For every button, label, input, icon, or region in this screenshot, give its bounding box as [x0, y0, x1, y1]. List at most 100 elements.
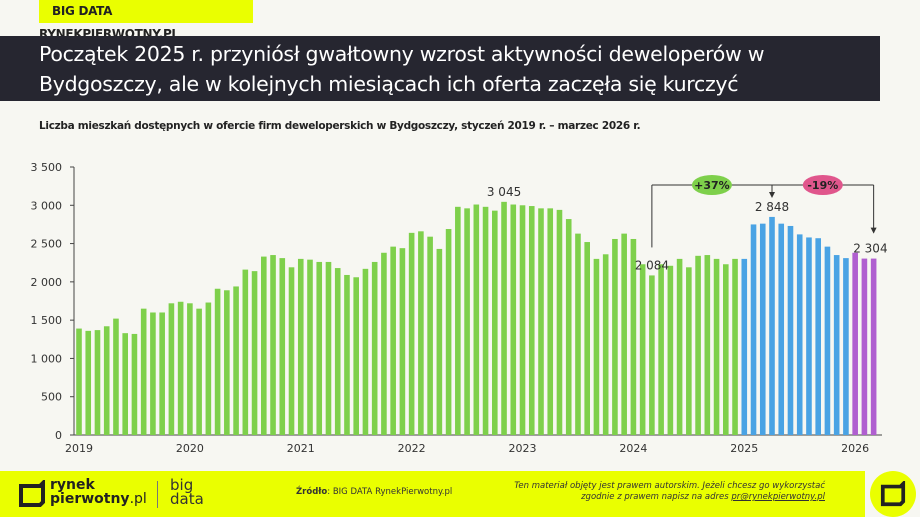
- bar: [593, 258, 600, 435]
- bar: [630, 238, 637, 435]
- bar: [778, 223, 785, 435]
- bar: [510, 204, 517, 435]
- bar: [251, 271, 258, 435]
- arrow-head-icon: [769, 192, 775, 198]
- y-tick-label: 3 500: [31, 161, 63, 174]
- rynekpierwotny-logo-icon: [19, 480, 45, 507]
- bar: [205, 302, 212, 435]
- bar: [325, 261, 332, 435]
- bar: [418, 231, 424, 435]
- bar: [528, 206, 535, 435]
- bar: [621, 233, 627, 435]
- bar: [833, 255, 840, 435]
- logo-badge: [870, 471, 916, 517]
- bar: [870, 258, 877, 435]
- bar: [381, 252, 387, 435]
- bar: [131, 333, 138, 435]
- brand-logo-text: rynek pierwotny.pl: [50, 477, 147, 507]
- x-tick-label: 2024: [619, 442, 647, 455]
- y-tick-label: 3 000: [31, 199, 63, 212]
- bar: [741, 258, 748, 435]
- bar: [297, 258, 304, 435]
- footer: rynek pierwotny.pl big data Źródło: BIG DA…: [0, 471, 865, 517]
- bar: [353, 277, 359, 435]
- bar: [261, 256, 267, 435]
- bar: [492, 210, 498, 435]
- bar: [750, 224, 757, 435]
- copyright-text: Ten materiał objęty jest prawem autorski…: [514, 481, 825, 502]
- bar: [612, 238, 618, 435]
- bigdata-logo-text: big data: [170, 476, 204, 508]
- x-tick-label: 2019: [65, 442, 93, 455]
- chart-title: Liczba mieszkań dostępnych w ofercie fir…: [39, 120, 641, 132]
- bar: [815, 238, 821, 435]
- y-tick-label: 500: [41, 391, 62, 404]
- bar: [667, 265, 674, 435]
- bar: [168, 303, 175, 435]
- bar: [602, 254, 609, 435]
- bar: [307, 259, 313, 435]
- bar: [658, 264, 664, 435]
- bar: [196, 308, 202, 435]
- bar: [371, 261, 378, 435]
- bar: [769, 216, 775, 435]
- bar: [177, 301, 184, 435]
- bar: [482, 206, 489, 435]
- bar: [676, 258, 683, 435]
- bar: [316, 261, 323, 435]
- change-badge-label: +37%: [694, 179, 730, 192]
- bar: [464, 208, 470, 435]
- source-text: Źródło: BIG DATA RynekPierwotny.pl: [296, 487, 453, 497]
- data-label: 2 304: [853, 242, 887, 256]
- bar: [122, 333, 128, 435]
- bar: [362, 268, 369, 435]
- bar: [824, 246, 831, 435]
- bar: [399, 248, 406, 435]
- bar: [445, 229, 452, 435]
- bar: [759, 223, 766, 435]
- data-label: 2 084: [635, 258, 669, 272]
- change-badge: [802, 175, 843, 195]
- bar: [843, 258, 849, 435]
- bar: [695, 255, 701, 435]
- bar: [76, 328, 82, 435]
- logo-icon: [880, 481, 906, 507]
- bar: [713, 258, 720, 435]
- bar: [501, 201, 507, 435]
- divider: [157, 481, 158, 508]
- bar: [584, 242, 590, 435]
- bar-chart: 0 500 1 000 1 500 2 000 2 500 3 000 3 500 2019 20…: [31, 161, 888, 455]
- bar: [455, 206, 461, 435]
- data-label: 2 848: [755, 200, 789, 214]
- bar: [242, 269, 249, 435]
- bar: [686, 267, 692, 435]
- bar: [187, 303, 193, 435]
- change-badge: [691, 175, 732, 195]
- bar: [806, 237, 812, 435]
- bar: [519, 205, 526, 435]
- bar: [113, 318, 119, 435]
- bar: [233, 286, 239, 435]
- bar: [556, 209, 563, 435]
- bar: [575, 233, 581, 435]
- bar: [408, 232, 415, 435]
- x-tick-label: 2020: [176, 442, 204, 455]
- bar: [103, 326, 110, 435]
- y-tick-label: 1 000: [31, 352, 63, 365]
- bar: [723, 264, 729, 435]
- bar: [796, 234, 803, 435]
- email-link[interactable]: pr@rynekpierwotny.pl: [731, 492, 825, 502]
- bar: [704, 255, 711, 435]
- y-tick-label: 1 500: [31, 314, 63, 327]
- bar: [159, 312, 165, 435]
- y-tick-label: 2 500: [31, 238, 63, 251]
- change-badge-label: -19%: [807, 179, 838, 192]
- bar: [288, 267, 295, 435]
- bar: [344, 274, 350, 435]
- x-tick-label: 2022: [398, 442, 426, 455]
- page-title: Początek 2025 r. przyniósł gwałtowny wzr…: [39, 42, 765, 96]
- bar: [427, 236, 433, 435]
- y-tick-label: 0: [55, 429, 62, 442]
- bar: [279, 258, 286, 435]
- bar: [94, 330, 101, 435]
